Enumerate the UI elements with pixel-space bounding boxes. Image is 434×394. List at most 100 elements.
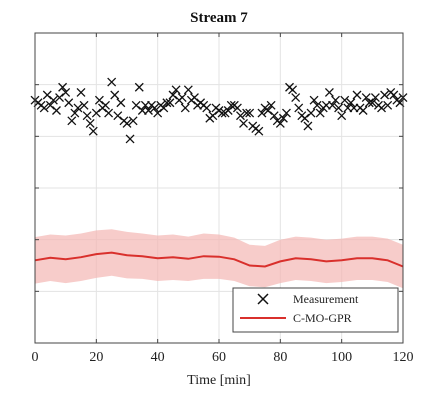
- measurement-point: [101, 100, 110, 110]
- x-tick-label: 60: [212, 350, 226, 365]
- measurement-point: [269, 111, 279, 121]
- legend: Measurement C-MO-GPR: [232, 287, 399, 333]
- measurement-point: [370, 93, 380, 103]
- measurement-point: [125, 134, 135, 144]
- measurement-point: [45, 100, 55, 110]
- measurement-point: [239, 118, 248, 128]
- measurement-point: [116, 98, 126, 108]
- measurement-point: [352, 90, 362, 100]
- measurement-point: [122, 118, 132, 128]
- measurement-point: [275, 118, 285, 128]
- measurement-point: [331, 95, 340, 105]
- measurement-point: [104, 108, 114, 118]
- legend-label-measurement: Measurement: [293, 292, 359, 306]
- confidence-band: [35, 229, 403, 289]
- measurement-point: [300, 113, 310, 123]
- measurement-point: [110, 90, 120, 100]
- measurement-point: [223, 106, 233, 115]
- measurement-point: [208, 111, 218, 121]
- x-tick-label: 80: [273, 350, 287, 365]
- measurement-point: [165, 98, 175, 108]
- measurement-point: [291, 93, 301, 103]
- measurement-point: [245, 108, 255, 118]
- measurement-point: [162, 98, 172, 108]
- measurement-point: [217, 108, 227, 118]
- measurement-point: [303, 121, 313, 131]
- measurement-point: [328, 100, 337, 110]
- x-tick-label: 100: [331, 350, 352, 365]
- measurement-point: [134, 82, 144, 92]
- measurement-point: [79, 100, 89, 110]
- measurement-point: [334, 103, 344, 113]
- measurement-point: [91, 108, 101, 118]
- measurement-point: [309, 95, 319, 105]
- measurement-point: [190, 93, 199, 103]
- measurement-point: [315, 108, 325, 118]
- measurement-point: [377, 103, 386, 113]
- measurement-point: [128, 116, 138, 126]
- x-tick-label: 120: [393, 350, 414, 365]
- legend-label-model: C-MO-GPR: [293, 311, 352, 325]
- measurement-point: [113, 111, 123, 121]
- measurement-point: [254, 126, 264, 136]
- measurement-point: [294, 103, 304, 113]
- measurement-point: [183, 85, 193, 95]
- legend-box: [232, 287, 399, 333]
- measurement-point: [242, 108, 252, 118]
- measurement-markers: [30, 77, 408, 144]
- measurement-point: [312, 100, 322, 110]
- measurement-point: [364, 98, 374, 108]
- confidence-band-layer: [35, 229, 403, 289]
- model-line-layer: [34, 251, 404, 268]
- measurement-point: [58, 82, 68, 92]
- measurement-point: [159, 103, 169, 113]
- measurement-point: [55, 93, 64, 103]
- measurement-point: [358, 106, 368, 115]
- measurement-point: [73, 103, 83, 113]
- x-tick-label: 40: [151, 350, 165, 365]
- measurement-point: [64, 98, 74, 108]
- measurement-point: [76, 87, 86, 97]
- measurement-point: [131, 100, 141, 110]
- x-tick-labels: 0 20 40 60 80 100 120: [32, 33, 414, 365]
- x-axis-label: Time [min]: [187, 373, 251, 388]
- measurement-point: [306, 108, 316, 118]
- model-line: [34, 251, 404, 268]
- measurement-point: [282, 108, 291, 118]
- measurement-point: [168, 90, 178, 100]
- measurement-point: [171, 85, 181, 95]
- measurement-point: [177, 93, 187, 103]
- measurement-point: [380, 90, 390, 100]
- measurement-point: [48, 95, 58, 105]
- measurement-point: [266, 100, 276, 110]
- measurement-point: [337, 111, 347, 121]
- chart-title: Stream 7: [190, 10, 248, 26]
- measurement-point: [153, 108, 163, 118]
- measurement-point: [61, 87, 71, 97]
- measurement-point: [42, 90, 52, 100]
- measurement-point: [180, 103, 190, 113]
- measurement-point: [324, 87, 334, 97]
- measurement-point: [361, 93, 371, 103]
- measurement-point: [236, 111, 245, 121]
- measurement-point: [278, 113, 288, 123]
- measurement-point: [257, 108, 267, 118]
- measurement-point: [82, 111, 92, 121]
- measurement-point: [88, 126, 98, 136]
- measurement-point: [232, 103, 242, 113]
- measurement-point: [367, 98, 377, 108]
- measurement-point: [263, 106, 273, 115]
- measurement-point: [39, 103, 49, 113]
- measurement-point: [288, 85, 298, 95]
- x-tick-label: 0: [32, 350, 39, 365]
- measurement-point: [52, 106, 61, 115]
- x-tick-label: 20: [89, 350, 103, 365]
- measurement-point: [85, 118, 95, 128]
- measurement-point: [383, 100, 393, 110]
- measurement-point: [70, 108, 80, 118]
- measurement-point: [202, 103, 212, 113]
- measurement-point: [107, 77, 117, 87]
- legend-measurement-marker: [257, 293, 269, 305]
- measurement-point: [226, 100, 236, 110]
